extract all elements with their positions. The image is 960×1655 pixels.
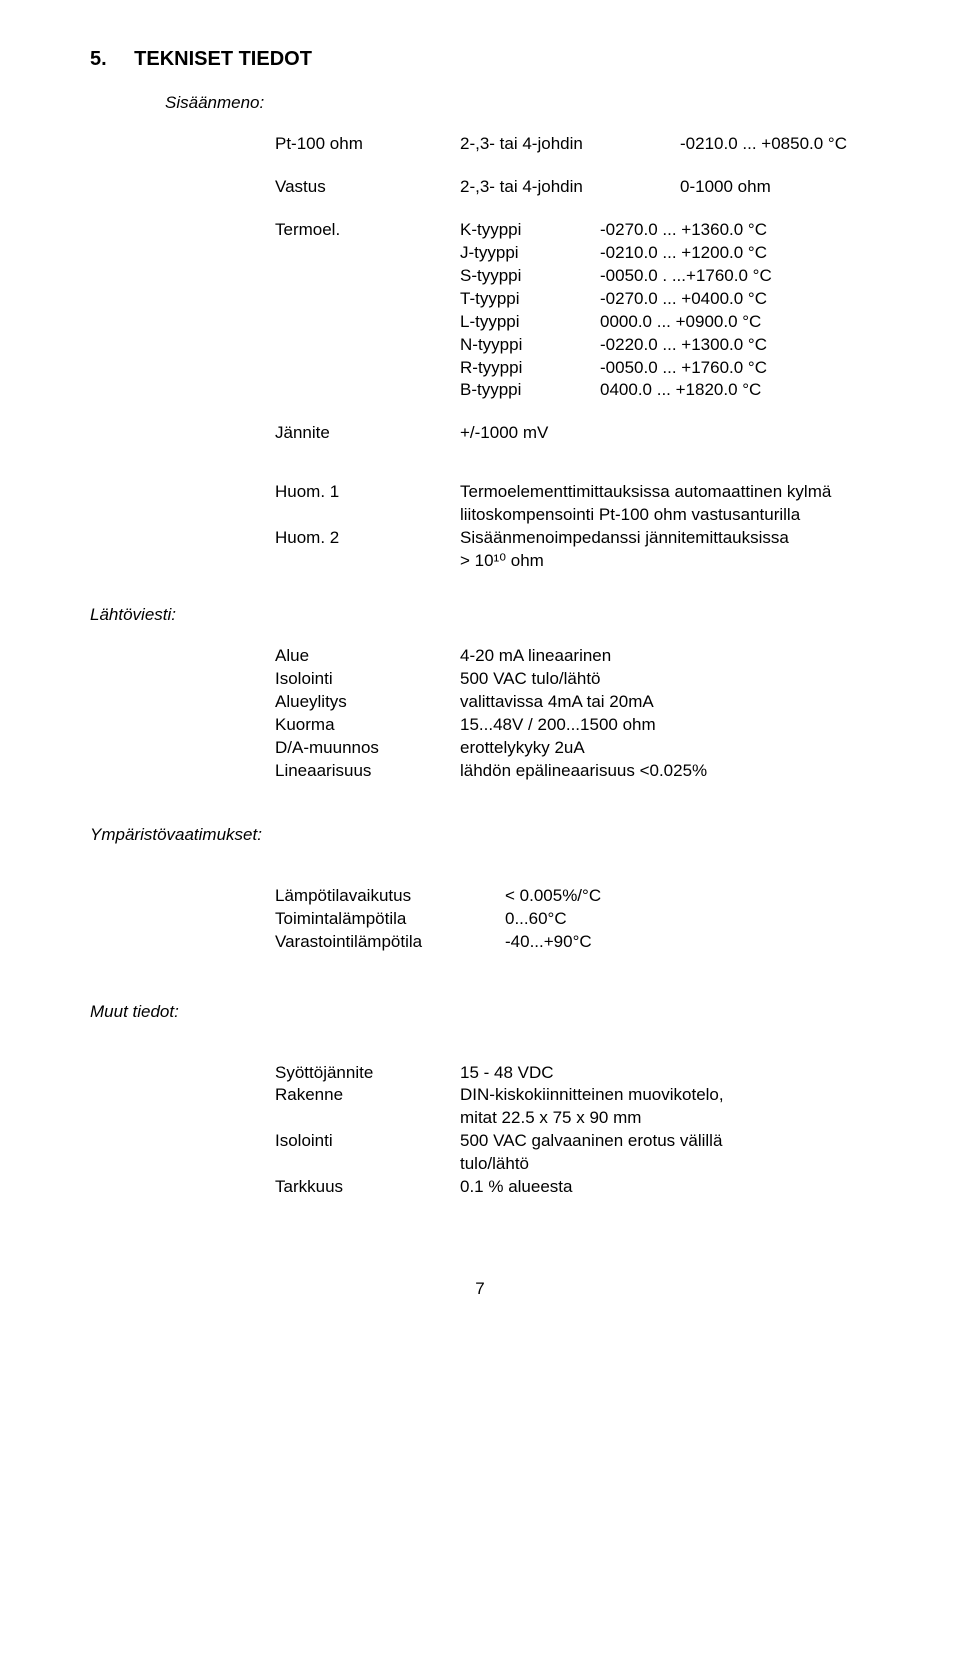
other-value: mitat 22.5 x 75 x 90 mm <box>460 1107 870 1130</box>
termoel-type: R-tyyppi <box>460 357 600 380</box>
other-row: Syöttöjännite 15 - 48 VDC <box>275 1062 870 1085</box>
termoel-type: K-tyyppi <box>460 219 600 242</box>
env-value: < 0.005%/°C <box>505 885 870 908</box>
input-sub: 2-,3- tai 4-johdin <box>460 133 680 156</box>
section-number: 5. <box>90 48 107 71</box>
env-row: Toimintalämpötila 0...60°C <box>275 908 870 931</box>
input-range: -0210.0 ... +0850.0 °C <box>680 133 870 156</box>
env-block: Lämpötilavaikutus < 0.005%/°C Toimintalä… <box>275 885 870 954</box>
note-line: liitoskompensointi Pt-100 ohm vastusantu… <box>460 504 870 527</box>
note-row: Huom. 2 Sisäänmenoimpedanssi jännitemitt… <box>275 527 870 573</box>
other-block: Syöttöjännite 15 - 48 VDC Rakenne DIN-ki… <box>275 1062 870 1200</box>
input-range: 0-1000 ohm <box>680 176 870 199</box>
other-row: Isolointi 500 VAC galvaaninen erotus väl… <box>275 1130 870 1176</box>
output-label: Isolointi <box>275 668 460 691</box>
output-row: Lineaarisuus lähdön epälineaarisuus <0.0… <box>275 760 870 783</box>
other-label: Isolointi <box>275 1130 460 1176</box>
termoel-type: B-tyyppi <box>460 379 600 402</box>
note-label: Huom. 1 <box>275 481 460 527</box>
other-value: 15 - 48 VDC <box>460 1062 870 1085</box>
output-value: erottelykyky 2uA <box>460 737 870 760</box>
output-label: Lineaarisuus <box>275 760 460 783</box>
other-value: tulo/lähtö <box>460 1153 870 1176</box>
output-value: valittavissa 4mA tai 20mA <box>460 691 870 714</box>
termoel-row: Termoel. K-tyyppi -0270.0 ... +1360.0 °C <box>275 219 870 242</box>
env-heading: Ympäristövaatimukset: <box>90 825 870 845</box>
env-value: -40...+90°C <box>505 931 870 954</box>
other-label: Syöttöjännite <box>275 1062 460 1085</box>
termoel-range: -0270.0 ... +1360.0 °C <box>600 219 870 242</box>
termoel-range: -0050.0 . ...+1760.0 °C <box>600 265 870 288</box>
termoel-row: J-tyyppi -0210.0 ... +1200.0 °C <box>275 242 870 265</box>
other-value: 500 VAC galvaaninen erotus välillä <box>460 1130 870 1153</box>
section-header: 5. TEKNISET TIEDOT <box>90 48 870 71</box>
page-content: 5. TEKNISET TIEDOT Sisäänmeno: Pt-100 oh… <box>0 0 960 1329</box>
note-row: Huom. 1 Termoelementtimittauksissa autom… <box>275 481 870 527</box>
other-label: Tarkkuus <box>275 1176 460 1199</box>
termoel-row: N-tyyppi -0220.0 ... +1300.0 °C <box>275 334 870 357</box>
termoel-row: B-tyyppi 0400.0 ... +1820.0 °C <box>275 379 870 402</box>
env-label: Lämpötilavaikutus <box>275 885 505 908</box>
note-line: Sisäänmenoimpedanssi jännitemittauksissa <box>460 527 870 550</box>
other-label: Rakenne <box>275 1084 460 1130</box>
output-label: D/A-muunnos <box>275 737 460 760</box>
output-label: Alueylitys <box>275 691 460 714</box>
env-label: Toimintalämpötila <box>275 908 505 931</box>
input-name: Vastus <box>275 176 460 199</box>
termoel-type: T-tyyppi <box>460 288 600 311</box>
termoel-range: -0220.0 ... +1300.0 °C <box>600 334 870 357</box>
termoel-row: T-tyyppi -0270.0 ... +0400.0 °C <box>275 288 870 311</box>
termoel-range: -0210.0 ... +1200.0 °C <box>600 242 870 265</box>
env-row: Lämpötilavaikutus < 0.005%/°C <box>275 885 870 908</box>
input-sub: 2-,3- tai 4-johdin <box>460 176 680 199</box>
input-heading: Sisäänmeno: <box>165 93 870 113</box>
output-row: Alueylitys valittavissa 4mA tai 20mA <box>275 691 870 714</box>
termoel-row: L-tyyppi 0000.0 ... +0900.0 °C <box>275 311 870 334</box>
output-block: Alue 4-20 mA lineaarinen Isolointi 500 V… <box>275 645 870 783</box>
output-heading: Lähtöviesti: <box>90 605 870 625</box>
input-name: Pt-100 ohm <box>275 133 460 156</box>
termoel-row: S-tyyppi -0050.0 . ...+1760.0 °C <box>275 265 870 288</box>
section-title: TEKNISET TIEDOT <box>134 48 312 71</box>
output-value: 4-20 mA lineaarinen <box>460 645 870 668</box>
other-heading: Muut tiedot: <box>90 1002 870 1022</box>
output-value: 500 VAC tulo/lähtö <box>460 668 870 691</box>
other-value: 0.1 % alueesta <box>460 1176 870 1199</box>
page-number: 7 <box>90 1279 870 1299</box>
output-value: 15...48V / 200...1500 ohm <box>460 714 870 737</box>
input-block: Pt-100 ohm 2-,3- tai 4-johdin -0210.0 ..… <box>275 133 870 573</box>
output-value: lähdön epälineaarisuus <0.025% <box>460 760 870 783</box>
output-row: Kuorma 15...48V / 200...1500 ohm <box>275 714 870 737</box>
jannite-row: Jännite +/-1000 mV <box>275 422 870 445</box>
note-label: Huom. 2 <box>275 527 460 573</box>
input-row: Pt-100 ohm 2-,3- tai 4-johdin -0210.0 ..… <box>275 133 870 156</box>
termoel-type: N-tyyppi <box>460 334 600 357</box>
note-line: > 10¹⁰ ohm <box>460 550 870 573</box>
output-label: Alue <box>275 645 460 668</box>
termoel-type: J-tyyppi <box>460 242 600 265</box>
termoel-row: R-tyyppi -0050.0 ... +1760.0 °C <box>275 357 870 380</box>
other-row: Rakenne DIN-kiskokiinnitteinen muovikote… <box>275 1084 870 1130</box>
output-row: D/A-muunnos erottelykyky 2uA <box>275 737 870 760</box>
termoel-range: 0000.0 ... +0900.0 °C <box>600 311 870 334</box>
input-row: Vastus 2-,3- tai 4-johdin 0-1000 ohm <box>275 176 870 199</box>
env-value: 0...60°C <box>505 908 870 931</box>
termoel-type: L-tyyppi <box>460 311 600 334</box>
termoel-range: -0270.0 ... +0400.0 °C <box>600 288 870 311</box>
env-row: Varastointilämpötila -40...+90°C <box>275 931 870 954</box>
output-row: Alue 4-20 mA lineaarinen <box>275 645 870 668</box>
termoel-type: S-tyyppi <box>460 265 600 288</box>
termoel-range: -0050.0 ... +1760.0 °C <box>600 357 870 380</box>
env-label: Varastointilämpötila <box>275 931 505 954</box>
output-row: Isolointi 500 VAC tulo/lähtö <box>275 668 870 691</box>
other-value: DIN-kiskokiinnitteinen muovikotelo, <box>460 1084 870 1107</box>
jannite-value: +/-1000 mV <box>460 422 870 445</box>
termoel-label: Termoel. <box>275 219 460 242</box>
jannite-label: Jännite <box>275 422 460 445</box>
other-row: Tarkkuus 0.1 % alueesta <box>275 1176 870 1199</box>
termoel-range: 0400.0 ... +1820.0 °C <box>600 379 870 402</box>
output-label: Kuorma <box>275 714 460 737</box>
note-line: Termoelementtimittauksissa automaattinen… <box>460 481 870 504</box>
